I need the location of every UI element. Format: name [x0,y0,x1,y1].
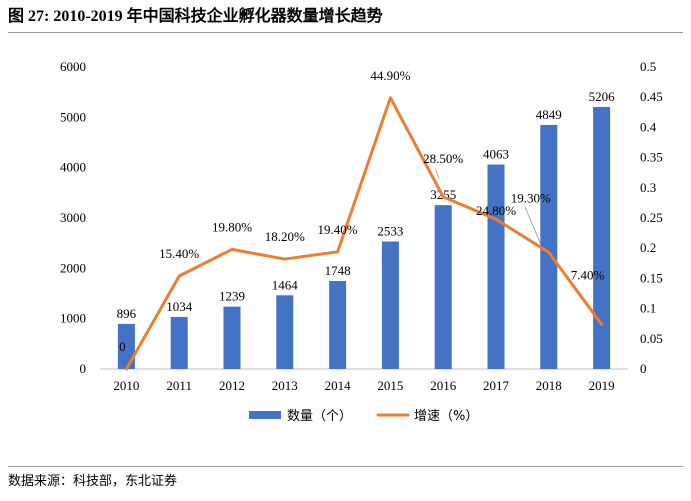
y-right-tick-label: 0.4 [640,119,657,134]
y-right-tick-label: 0.05 [640,331,663,346]
bar [276,295,294,369]
x-tick-label: 2012 [219,378,245,393]
y-right-tick-label: 0.3 [640,180,656,195]
legend-label: 数量（个） [287,409,352,424]
x-tick-label: 2017 [483,378,510,393]
line-data-label: 19.30% [511,190,551,205]
line-data-label: 15.40% [159,246,199,261]
bar-data-label: 1239 [219,289,245,304]
line-data-label: 44.90% [370,68,410,83]
growth-line [124,96,604,371]
line-data-label: 19.80% [212,219,252,234]
y-right-tick-label: 0.5 [640,59,656,74]
y-left-tick-label: 6000 [60,59,86,74]
line-data-label: 19.40% [318,222,358,237]
y-left-tick-label: 3000 [60,210,86,225]
bar-data-label: 5206 [589,89,616,104]
line-data-label: 0 [119,339,126,354]
bar-data-label: 4063 [483,146,509,161]
y-right-tick-label: 0.45 [640,89,663,104]
bar-data-label: 1464 [272,277,299,292]
y-left-tick-label: 4000 [60,160,86,175]
x-tick-label: 2015 [377,378,403,393]
x-tick-label: 2010 [113,378,139,393]
y-right-tick-label: 0.2 [640,240,656,255]
line-data-label: 18.20% [265,229,305,244]
y-left-tick-label: 0 [80,361,87,376]
bar [117,323,135,369]
line-data-label: 24.80% [476,203,516,218]
y-left-tick-label: 1000 [60,311,86,326]
y-right-tick-label: 0 [640,361,647,376]
figure-source: 数据来源：科技部，东北证券 [8,466,683,497]
x-tick-label: 2013 [272,378,298,393]
x-tick-label: 2014 [325,378,352,393]
x-tick-label: 2011 [166,378,192,393]
y-right-tick-label: 0.15 [640,270,663,285]
leader-line [524,206,542,245]
bar-data-label: 1034 [166,299,193,314]
bar-data-label: 1748 [325,263,351,278]
bar [223,306,241,369]
bar [487,164,505,369]
line-data-label: 28.50% [423,151,463,166]
bar [170,316,188,369]
legend-label: 增速（%） [414,409,478,424]
x-tick-label: 2016 [430,378,457,393]
legend-swatch-bar [249,411,281,419]
x-tick-label: 2018 [536,378,562,393]
y-right-tick-label: 0.1 [640,301,656,316]
y-left-tick-label: 2000 [60,260,86,275]
y-right-tick-label: 0.25 [640,210,663,225]
bar [329,281,347,369]
y-right-tick-label: 0.35 [640,150,663,165]
bar-data-label: 896 [117,306,137,321]
bar [540,124,558,369]
figure-title: 图 27: 2010-2019 年中国科技企业孵化器数量增长趋势 [8,2,683,33]
leader-line [434,168,440,180]
line-data-label: 7.40% [571,267,605,282]
y-left-tick-label: 5000 [60,109,86,124]
bar-data-label: 2533 [377,224,403,239]
bar [434,205,452,369]
bar-data-label: 4849 [536,107,562,122]
bar [593,106,611,370]
bar [381,241,399,369]
x-tick-label: 2019 [589,378,615,393]
